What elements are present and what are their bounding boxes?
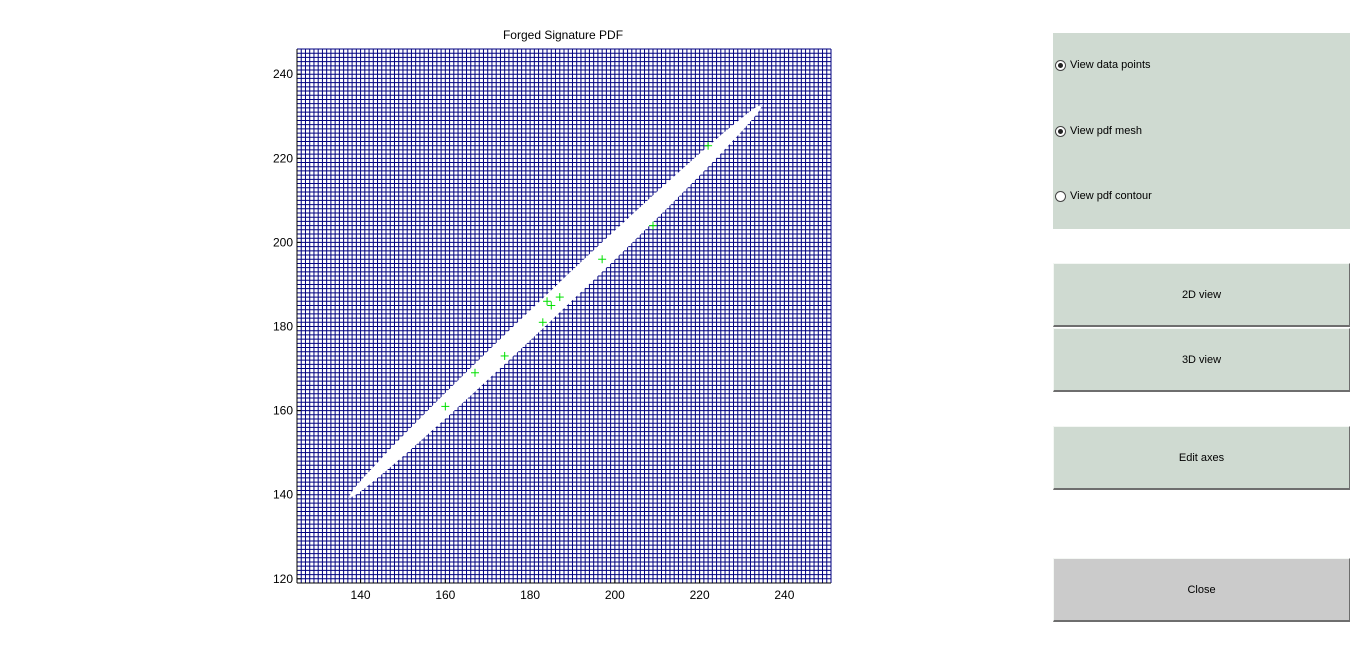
option-view-pdf-mesh[interactable]: View pdf mesh [1055, 125, 1142, 137]
data-points [441, 141, 713, 411]
data-point-marker [598, 255, 607, 264]
data-point-marker [555, 293, 564, 302]
view-options-panel: View data points View pdf mesh View pdf … [1053, 33, 1350, 229]
data-point-marker [441, 402, 450, 411]
y-tick-label: 180 [273, 320, 293, 334]
data-point-marker [649, 221, 657, 230]
y-tick-label: 160 [273, 404, 293, 418]
radio-view-data-points[interactable] [1055, 59, 1066, 71]
data-point-marker [704, 141, 713, 150]
y-tick-label: 120 [273, 572, 293, 586]
close-button[interactable]: Close [1053, 558, 1350, 622]
x-tick-label: 160 [435, 588, 455, 602]
pdf-high-density-region [347, 103, 764, 499]
y-tick-label: 140 [273, 488, 293, 502]
option-view-pdf-contour[interactable]: View pdf contour [1055, 190, 1152, 202]
y-tick-label: 220 [273, 151, 293, 165]
data-point-marker [547, 301, 556, 310]
pdf-mesh [296, 48, 832, 584]
radio-view-pdf-mesh[interactable] [1055, 125, 1066, 137]
data-point-marker [471, 368, 479, 377]
2d-view-button[interactable]: 2D view [1053, 263, 1350, 327]
option-label: View pdf mesh [1070, 125, 1142, 137]
plot-axes: 140 160 180 200 220 240 120 140 160 180 200 220 240 [273, 49, 831, 602]
chart-title: Forged Signature PDF [503, 28, 623, 42]
pdf-chart: Forged Signature PDF 140 160 180 200 220 2401… [273, 28, 832, 602]
option-view-data-points[interactable]: View data points [1055, 59, 1151, 71]
x-tick-label: 200 [605, 588, 625, 602]
3d-view-button[interactable]: 3D view [1053, 328, 1350, 392]
y-tick-label: 240 [273, 67, 293, 81]
data-point-marker [543, 297, 552, 306]
edit-axes-button[interactable]: Edit axes [1053, 426, 1350, 490]
pdf-plot-area: Forged Signature PDF 140 160 180 200 220 240 1… [273, 28, 832, 602]
x-tick-label: 140 [351, 588, 371, 602]
option-label: View pdf contour [1070, 190, 1152, 202]
x-tick-label: 180 [520, 588, 540, 602]
x-tick-label: 240 [774, 588, 794, 602]
radio-view-pdf-contour[interactable] [1055, 190, 1066, 202]
data-point-marker [538, 318, 547, 327]
option-label: View data points [1070, 59, 1151, 71]
x-tick-label: 220 [690, 588, 710, 602]
data-point-marker [500, 351, 509, 360]
y-tick-label: 200 [273, 235, 293, 249]
